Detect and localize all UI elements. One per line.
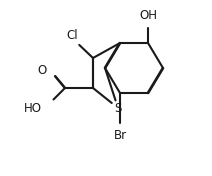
Text: Br: Br <box>113 129 127 142</box>
Text: OH: OH <box>139 9 157 22</box>
Text: HO: HO <box>24 102 42 115</box>
Text: S: S <box>114 102 122 115</box>
Text: O: O <box>38 64 47 77</box>
Text: Cl: Cl <box>66 29 78 42</box>
